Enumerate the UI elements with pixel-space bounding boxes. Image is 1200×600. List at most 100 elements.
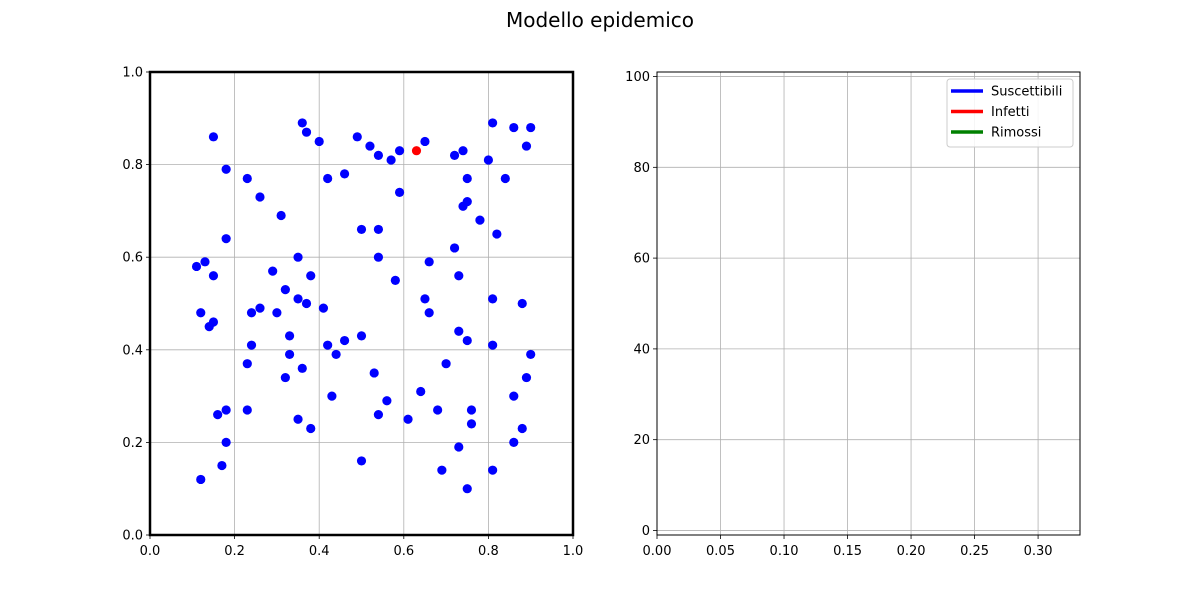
susceptible-point (293, 252, 303, 262)
susceptible-point (424, 257, 434, 267)
susceptible-point (196, 474, 206, 485)
susceptible-point (276, 210, 286, 221)
timeline-ytick-label: 0 (642, 524, 650, 539)
scatter-ytick-label: 0.2 (122, 436, 143, 451)
susceptible-point (509, 391, 519, 401)
susceptible-point (301, 127, 312, 137)
susceptible-point (458, 201, 468, 211)
susceptible-point (242, 359, 252, 369)
susceptible-point (268, 266, 278, 276)
timeline-ytick-label: 80 (633, 161, 650, 176)
susceptible-point (352, 132, 362, 142)
timeline-ytick-label: 60 (633, 252, 650, 267)
susceptible-point (297, 363, 307, 373)
susceptible-point (462, 484, 472, 494)
susceptible-point (293, 294, 303, 304)
timeline-ytick-label: 20 (633, 433, 650, 448)
susceptible-point (242, 173, 252, 184)
susceptible-point (356, 456, 367, 466)
susceptible-point (200, 257, 210, 267)
susceptible-point (280, 285, 290, 295)
susceptible-point (394, 146, 405, 156)
susceptible-point (509, 437, 519, 447)
scatter-ytick-label: 0.0 (122, 529, 143, 544)
susceptible-point (373, 252, 384, 262)
figure-title: Modello epidemico (505, 8, 695, 32)
timeline-frame (656, 71, 1081, 536)
timeline-xtick-label: 0.30 (1024, 544, 1053, 559)
susceptible-point (373, 410, 384, 420)
susceptible-point (466, 419, 477, 429)
legend-label: Suscettibili (991, 85, 1062, 100)
susceptible-point (356, 224, 367, 235)
susceptible-point (458, 146, 468, 156)
susceptible-point (517, 423, 527, 434)
susceptible-point (191, 261, 202, 272)
susceptible-point (382, 396, 392, 406)
susceptible-point (196, 308, 206, 318)
scatter-ytick-label: 0.8 (122, 158, 143, 173)
susceptible-point (500, 173, 510, 184)
susceptible-point (208, 132, 219, 142)
scatter-xtick-label: 0.4 (309, 544, 330, 559)
susceptible-point (517, 298, 527, 309)
susceptible-point (306, 423, 316, 434)
susceptible-point (483, 155, 493, 165)
susceptible-point (403, 414, 413, 424)
susceptible-point (369, 368, 379, 378)
susceptible-point (390, 275, 400, 285)
susceptible-point (221, 437, 231, 447)
scatter-xtick-label: 0.6 (393, 544, 414, 559)
susceptible-point (293, 414, 303, 424)
legend-label: Rimossi (991, 126, 1041, 141)
susceptible-point (284, 331, 295, 341)
susceptible-point (323, 173, 333, 184)
susceptible-point (526, 122, 536, 133)
susceptible-point (339, 335, 350, 346)
susceptible-point (437, 465, 447, 475)
susceptible-point (301, 298, 312, 309)
timeline-ytick-label: 100 (625, 70, 650, 85)
susceptible-point (297, 118, 307, 128)
line-panel: 0.00 0.05 0.10 0.15 0.20 0.25 0.30 0 20 40 60 80 100… (625, 70, 1081, 559)
infected-point (411, 146, 422, 156)
timeline-xtick-label: 0.00 (643, 544, 672, 559)
susceptible-point (386, 155, 396, 165)
susceptible-point (488, 340, 498, 350)
scatter-ytick-label: 1.0 (122, 66, 143, 81)
susceptible-point (221, 234, 231, 244)
susceptible-point (365, 141, 375, 151)
susceptible-point (475, 215, 485, 225)
susceptible-point (208, 317, 219, 327)
scatter-xtick-label: 0.8 (478, 544, 499, 559)
timeline-xtick-label: 0.05 (706, 544, 735, 559)
susceptible-point (521, 372, 532, 383)
susceptible-point (449, 243, 460, 253)
susceptible-point (255, 303, 265, 313)
susceptible-point (416, 386, 426, 397)
susceptible-point (221, 405, 231, 415)
scatter-xtick-label: 0.2 (224, 544, 245, 559)
susceptible-point (492, 229, 502, 239)
susceptible-point (246, 308, 257, 318)
susceptible-point (462, 173, 472, 184)
susceptible-point (488, 294, 498, 304)
susceptible-point (318, 303, 329, 313)
susceptible-point (454, 442, 464, 452)
susceptible-point (280, 372, 290, 383)
susceptible-point (272, 308, 282, 318)
susceptible-point (509, 122, 519, 133)
susceptible-point (424, 308, 434, 318)
susceptible-point (394, 187, 405, 197)
susceptible-point (221, 164, 231, 174)
susceptible-point (356, 331, 367, 341)
susceptible-point (433, 405, 443, 415)
susceptible-point (420, 294, 430, 304)
scatter-frame (148, 70, 575, 537)
susceptible-point (255, 192, 265, 202)
susceptible-point (208, 271, 219, 281)
timeline-ytick-label: 40 (633, 342, 650, 357)
legend-box (946, 78, 1074, 148)
susceptible-point (449, 150, 460, 160)
